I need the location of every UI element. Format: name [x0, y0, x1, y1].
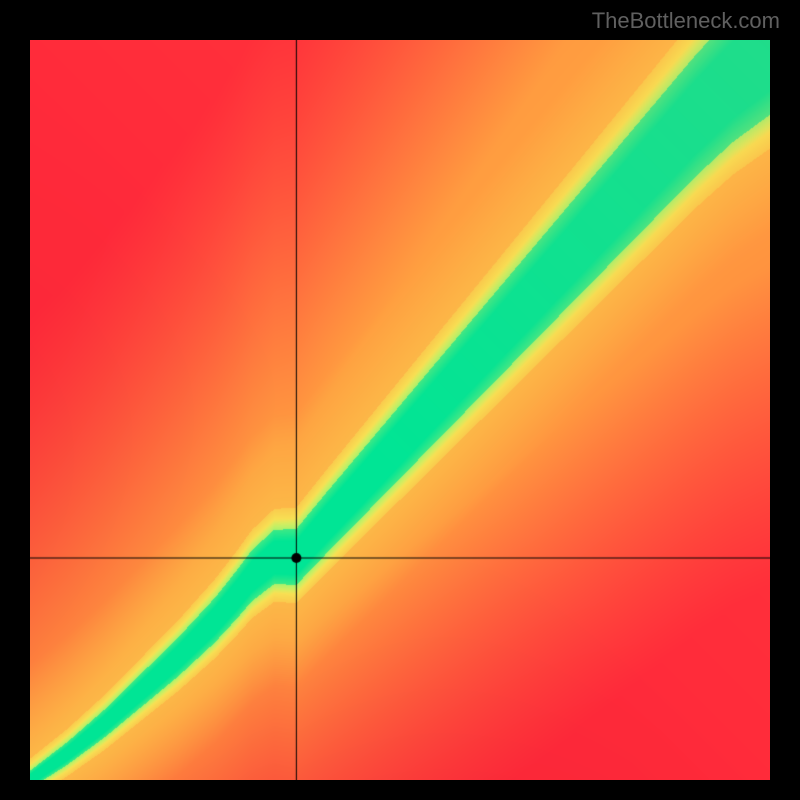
heatmap-canvas — [30, 40, 770, 780]
heatmap-plot — [30, 40, 770, 780]
watermark-text: TheBottleneck.com — [592, 8, 780, 34]
